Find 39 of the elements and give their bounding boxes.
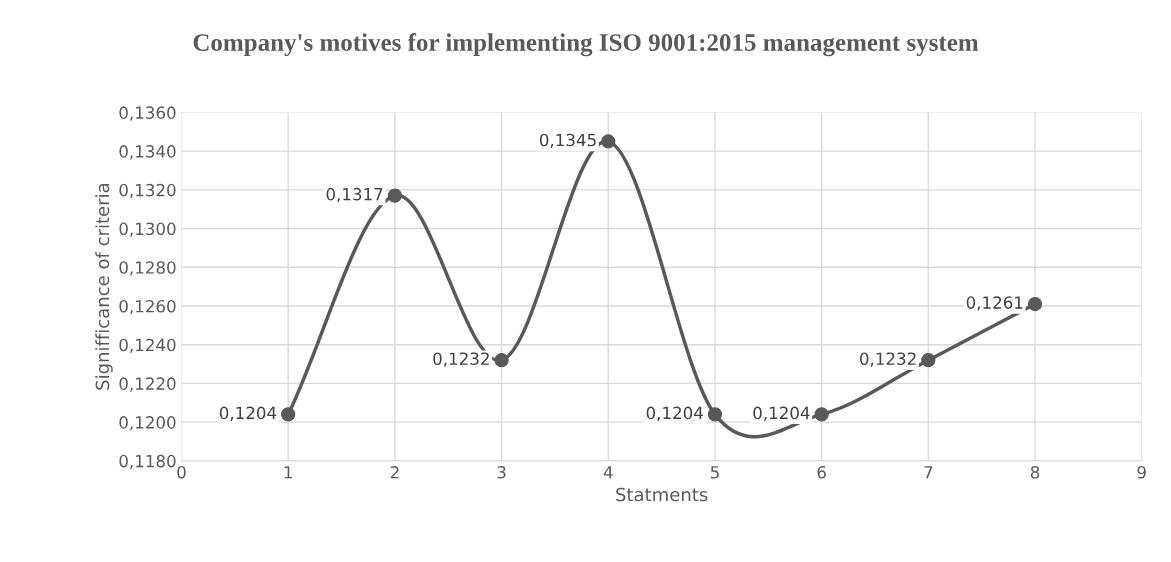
point <box>1027 296 1043 312</box>
x-tick-label: 3 <box>497 466 506 479</box>
x-tick-label: 8 <box>1030 466 1040 479</box>
point <box>707 407 723 422</box>
point <box>601 134 616 149</box>
y-tick-label: 0,1320 <box>119 183 176 199</box>
x-tick-label: 5 <box>710 466 719 479</box>
point <box>387 188 403 203</box>
chart-title: Company's motives for implementing ISO 9001:2015 management system <box>193 33 979 57</box>
y-tick-label: 0,1180 <box>119 454 176 470</box>
y-tick-label: 0,1260 <box>119 299 176 315</box>
x-tick-label: 4 <box>603 466 613 479</box>
y-tick-label: 0,1300 <box>119 222 176 237</box>
y-tick-label: 0,1360 <box>119 106 176 121</box>
y-axis-title: Signifficance of criteria <box>95 183 113 390</box>
x-tick-label: 2 <box>390 466 399 479</box>
x-tick-label: 9 <box>1137 466 1146 479</box>
x-tick-label: 0 <box>177 466 186 479</box>
point <box>814 407 829 422</box>
y-tick-label: 0,1280 <box>119 261 176 276</box>
data-label: 0,1317 <box>326 187 383 203</box>
y-tick-label: 0,1220 <box>119 377 176 392</box>
data-label: 0,1204 <box>219 406 277 421</box>
x-axis-title: Statments <box>616 487 708 502</box>
y-tick-label: 0,1340 <box>119 145 176 160</box>
data-label: 0,1261 <box>966 296 1023 311</box>
point <box>494 353 509 368</box>
data-label: 0,1204 <box>646 406 703 421</box>
data-label: 0,1204 <box>753 406 810 421</box>
x-tick-label: 6 <box>817 466 826 479</box>
x-tick-label: 1 <box>284 466 292 479</box>
x-tick-label: 7 <box>924 466 933 479</box>
data-label: 0,1232 <box>433 352 489 367</box>
data-label: 0,1345 <box>539 133 596 148</box>
y-tick-label: 0,1200 <box>119 416 176 431</box>
point <box>281 407 296 422</box>
y-tick-label: 0,1240 <box>119 338 176 353</box>
data-label: 0,1232 <box>860 352 916 367</box>
point <box>921 353 936 368</box>
